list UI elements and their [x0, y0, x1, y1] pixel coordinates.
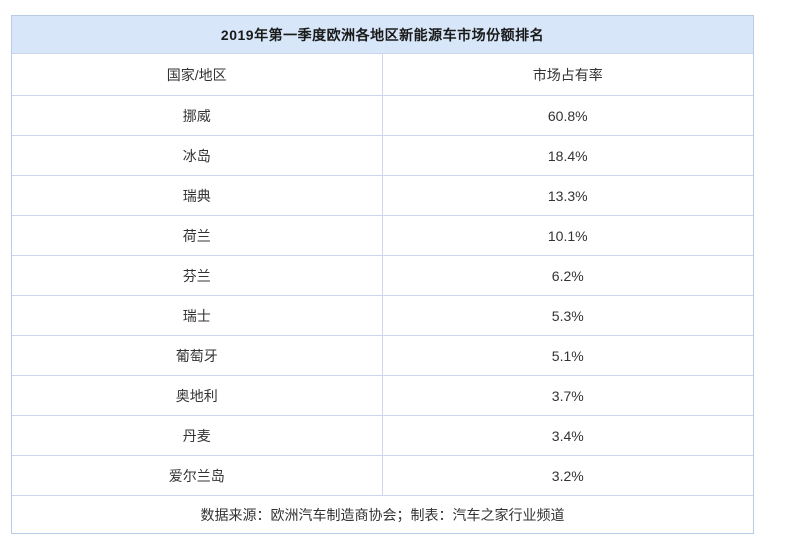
source-note: 数据来源：欧洲汽车制造商协会；制表：汽车之家行业频道 — [12, 495, 753, 533]
share-cell: 18.4% — [547, 147, 588, 164]
country-cell: 挪威 — [12, 96, 383, 135]
table-row: 瑞士 5.3% — [12, 295, 753, 335]
share-cell: 60.8% — [547, 107, 588, 124]
share-cell: 3.4% — [551, 427, 584, 444]
column-header-country: 国家/地区 — [12, 54, 383, 95]
column-header-share: 市场占有率 — [532, 66, 603, 83]
table-row: 挪威 60.8% — [12, 95, 753, 135]
country-cell: 葡萄牙 — [12, 336, 383, 375]
country-cell: 瑞士 — [12, 296, 383, 335]
table-row: 葡萄牙 5.1% — [12, 335, 753, 375]
table-row: 奥地利 3.7% — [12, 375, 753, 415]
table-row: 芬兰 6.2% — [12, 255, 753, 295]
share-cell: 3.2% — [551, 467, 584, 484]
table-row: 爱尔兰岛 3.2% — [12, 455, 753, 495]
market-share-table: 2019年第一季度欧洲各地区新能源车市场份额排名 国家/地区 市场占有率 挪威 … — [11, 15, 754, 534]
share-cell: 6.2% — [551, 267, 584, 284]
header-row: 国家/地区 市场占有率 — [12, 53, 753, 95]
country-cell: 荷兰 — [12, 216, 383, 255]
table-row: 荷兰 10.1% — [12, 215, 753, 255]
country-cell: 丹麦 — [12, 416, 383, 455]
table-row: 丹麦 3.4% — [12, 415, 753, 455]
table-title: 2019年第一季度欧洲各地区新能源车市场份额排名 — [12, 16, 753, 53]
table-row: 冰岛 18.4% — [12, 135, 753, 175]
table-row: 瑞典 13.3% — [12, 175, 753, 215]
country-cell: 瑞典 — [12, 176, 383, 215]
share-cell: 3.7% — [551, 387, 584, 404]
share-cell: 5.3% — [551, 307, 584, 324]
country-cell: 冰岛 — [12, 136, 383, 175]
share-cell: 10.1% — [547, 227, 588, 244]
country-cell: 奥地利 — [12, 376, 383, 415]
share-cell: 13.3% — [547, 187, 588, 204]
country-cell: 爱尔兰岛 — [12, 456, 383, 495]
share-cell: 5.1% — [551, 347, 584, 364]
country-cell: 芬兰 — [12, 256, 383, 295]
